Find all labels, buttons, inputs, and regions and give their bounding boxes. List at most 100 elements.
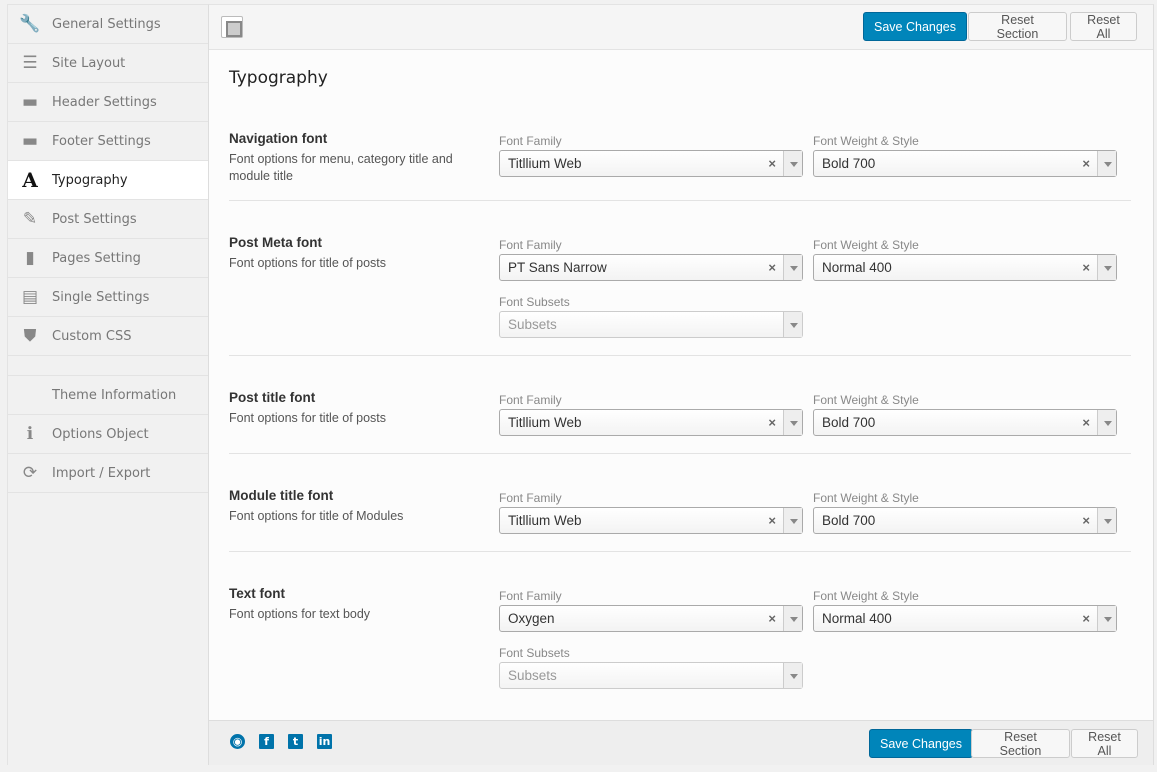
font-family-value: Titllium Web [508, 415, 582, 430]
twitter-icon[interactable]: t [288, 734, 303, 749]
font-weight-value: Bold 700 [822, 415, 876, 430]
font-family: Font Family Titllium Web × [499, 134, 803, 177]
font-weight-label: Font Weight & Style [813, 589, 919, 603]
sidebar-divider [8, 356, 208, 376]
top-toolbar: Save Changes Reset Section Reset All [209, 5, 1153, 50]
save-button[interactable]: Save Changes [863, 12, 968, 41]
font-section: Post title font Font options for title of… [229, 355, 1131, 436]
sidebar-item-theme-information[interactable]: Theme Information [8, 376, 208, 415]
sidebar-item-footer-settings[interactable]: ▬ Footer Settings [8, 122, 208, 161]
section-description: Font options for text body [229, 607, 371, 621]
font-weight-select[interactable]: Normal 400 × [813, 605, 1117, 632]
chevron-down-icon[interactable] [1097, 151, 1116, 176]
font-weight-select[interactable]: Bold 700 × [813, 150, 1117, 177]
chevron-down-icon[interactable] [1097, 410, 1116, 435]
font-family-label: Font Family [499, 491, 562, 505]
font-weight: Font Weight & Style Normal 400 × [813, 238, 1117, 281]
sidebar-item-typography[interactable]: A Typography [8, 161, 208, 200]
chevron-down-icon[interactable] [1097, 508, 1116, 533]
font-family-select[interactable]: PT Sans Narrow × [499, 254, 803, 281]
chevron-down-icon[interactable] [783, 663, 802, 688]
font-family: Font Family Titllium Web × [499, 491, 803, 534]
clear-icon[interactable]: × [1082, 513, 1090, 528]
section-title: Module title font [229, 488, 334, 503]
section-description: Font options for title of posts [229, 411, 387, 425]
chevron-down-icon[interactable] [783, 312, 802, 337]
sidebar-item-general-settings[interactable]: 🔧 General Settings [8, 5, 208, 44]
font-subsets: Font Subsets Subsets [499, 295, 803, 338]
chevron-down-icon[interactable] [783, 606, 802, 631]
font-weight-value: Normal 400 [822, 611, 892, 626]
clear-icon[interactable]: × [768, 156, 776, 171]
font-family: Font Family PT Sans Narrow × [499, 238, 803, 281]
sidebar-item-options-object[interactable]: ℹ Options Object [8, 415, 208, 454]
clipboard-icon: ▤ [21, 287, 39, 307]
footer-reset-all-button[interactable]: Reset All [1071, 729, 1138, 758]
font-family-select[interactable]: Titllium Web × [499, 409, 803, 436]
sidebar-item-import-export[interactable]: ⟳ Import / Export [8, 454, 208, 493]
section-title: Post Meta font [229, 235, 322, 250]
font-family-select[interactable]: Titllium Web × [499, 507, 803, 534]
clear-icon[interactable]: × [1082, 156, 1090, 171]
layout-toggle-icon[interactable] [221, 16, 243, 38]
chevron-down-icon[interactable] [1097, 606, 1116, 631]
clear-icon[interactable]: × [768, 415, 776, 430]
chevron-down-icon[interactable] [1097, 255, 1116, 280]
font-weight-select[interactable]: Normal 400 × [813, 254, 1117, 281]
font-weight-select[interactable]: Bold 700 × [813, 409, 1117, 436]
reset-all-button[interactable]: Reset All [1070, 12, 1137, 41]
sidebar-item-custom-css[interactable]: ⛊ Custom CSS [8, 317, 208, 356]
font-family-select[interactable]: Oxygen × [499, 605, 803, 632]
clear-icon[interactable]: × [1082, 415, 1090, 430]
sidebar-item-single-settings[interactable]: ▤ Single Settings [8, 278, 208, 317]
chevron-down-icon[interactable] [783, 151, 802, 176]
font-weight-value: Bold 700 [822, 513, 876, 528]
font-subsets: Font Subsets Subsets [499, 646, 803, 689]
clear-icon[interactable]: × [1082, 611, 1090, 626]
edit-icon: ✎ [22, 209, 38, 229]
sidebar: 🔧 General Settings ☰ Site Layout ▬ Header Set… [7, 4, 209, 765]
sidebar-item-pages-setting[interactable]: ▮ Pages Setting [8, 239, 208, 278]
chevron-down-icon[interactable] [783, 255, 802, 280]
reset-section-button[interactable]: Reset Section [968, 12, 1067, 41]
font-subsets-select[interactable]: Subsets [499, 311, 803, 338]
facebook-icon[interactable]: f [259, 734, 274, 749]
sidebar-item-label: Single Settings [52, 289, 150, 305]
font-icon: A [22, 168, 38, 192]
font-family-select[interactable]: Titllium Web × [499, 150, 803, 177]
page-title: Typography [229, 68, 328, 88]
font-weight: Font Weight & Style Bold 700 × [813, 491, 1117, 534]
footer-reset-section-button[interactable]: Reset Section [971, 729, 1070, 758]
font-weight-select[interactable]: Bold 700 × [813, 507, 1117, 534]
font-subsets-select[interactable]: Subsets [499, 662, 803, 689]
linkedin-icon[interactable]: in [317, 734, 332, 749]
sidebar-item-label: Header Settings [52, 94, 157, 110]
layout-icon: ☰ [22, 53, 38, 73]
clear-icon[interactable]: × [768, 513, 776, 528]
footer-icon: ▬ [21, 131, 39, 151]
sidebar-item-post-settings[interactable]: ✎ Post Settings [8, 200, 208, 239]
font-family-value: Titllium Web [508, 156, 582, 171]
sidebar-item-label: Import / Export [52, 465, 151, 481]
clear-icon[interactable]: × [1082, 260, 1090, 275]
font-weight: Font Weight & Style Bold 700 × [813, 134, 1117, 177]
font-weight: Font Weight & Style Normal 400 × [813, 589, 1117, 632]
font-subsets-value: Subsets [508, 668, 557, 683]
font-weight-label: Font Weight & Style [813, 134, 919, 148]
footer-bar: ◉ f t in Save Changes Reset Section Reset A… [209, 720, 1153, 765]
github-icon[interactable]: ◉ [230, 734, 245, 749]
chevron-down-icon[interactable] [783, 508, 802, 533]
sidebar-item-label: Footer Settings [52, 133, 151, 149]
sidebar-item-header-settings[interactable]: ▬ Header Settings [8, 83, 208, 122]
font-subsets-label: Font Subsets [499, 295, 570, 309]
font-family-label: Font Family [499, 238, 562, 252]
sidebar-item-site-layout[interactable]: ☰ Site Layout [8, 44, 208, 83]
font-weight-label: Font Weight & Style [813, 491, 919, 505]
chevron-down-icon[interactable] [783, 410, 802, 435]
clear-icon[interactable]: × [768, 611, 776, 626]
section-title: Post title font [229, 390, 316, 405]
header-icon: ▬ [21, 92, 39, 112]
clear-icon[interactable]: × [768, 260, 776, 275]
footer-save-button[interactable]: Save Changes [869, 729, 974, 758]
font-weight-label: Font Weight & Style [813, 393, 919, 407]
